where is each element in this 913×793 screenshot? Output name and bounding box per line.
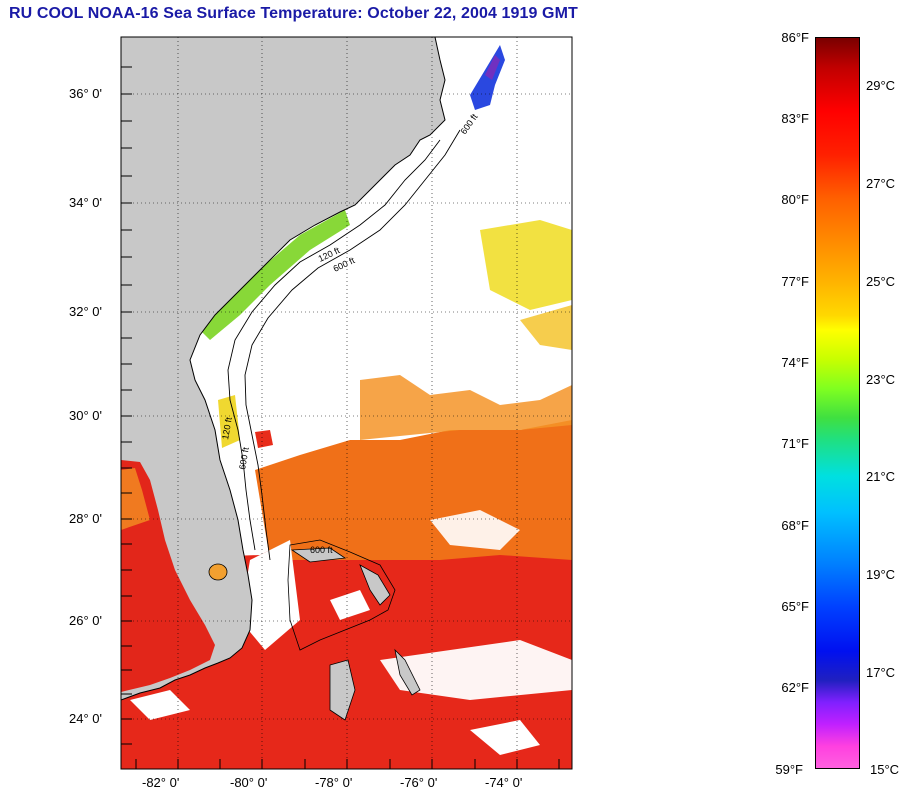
bahamas-abaco xyxy=(359,564,391,606)
lon-label: -80° 0' xyxy=(230,775,268,790)
colorbar-f-label: 68°F xyxy=(781,518,809,533)
colorbar-c-label: 15°C xyxy=(870,762,900,777)
bahamas-andros xyxy=(329,659,356,721)
colorbar-f-label: 80°F xyxy=(781,192,809,207)
green-coastal-band xyxy=(200,210,350,340)
colorbar-c-label: 25°C xyxy=(866,274,896,289)
colorbar-c-label: 23°C xyxy=(866,372,896,387)
contour-label: 120 ft xyxy=(220,416,234,440)
red-blob xyxy=(255,430,273,448)
contour-label: 600 ft xyxy=(237,446,251,470)
lon-label: -78° 0' xyxy=(315,775,353,790)
colorbar-c-label: 21°C xyxy=(866,469,896,484)
lat-label: 30° 0' xyxy=(69,408,102,423)
colorbar-f-label: 74°F xyxy=(781,355,809,370)
yellow-patch-east xyxy=(480,220,572,310)
cloud-gap-5 xyxy=(470,720,540,755)
bahamas-eleuthera xyxy=(394,648,421,696)
contour-120ft xyxy=(227,139,441,551)
colorbar-f-label: 62°F xyxy=(781,680,809,695)
colorbar-f-label: 59°F xyxy=(775,762,803,777)
contour-600ft xyxy=(244,129,461,561)
colorbar-f-label: 71°F xyxy=(781,436,809,451)
lat-label: 34° 0' xyxy=(69,195,102,210)
lon-label: -76° 0' xyxy=(400,775,438,790)
cloud-gap-6 xyxy=(130,690,190,720)
colorbar-c-label: 27°C xyxy=(866,176,896,191)
colorbar-c-label: 29°C xyxy=(866,78,896,93)
bahamas-grand xyxy=(290,547,347,563)
cloud-gap-4 xyxy=(330,590,370,620)
lon-label: -82° 0' xyxy=(142,775,180,790)
colorbar-f-label: 65°F xyxy=(781,599,809,614)
lat-label: 24° 0' xyxy=(69,711,102,726)
temperature-colorbar xyxy=(815,37,860,769)
colorbar-f-label: 77°F xyxy=(781,274,809,289)
contour-bahamas xyxy=(287,539,396,651)
lat-label: 32° 0' xyxy=(69,304,102,319)
cloud-gap-3 xyxy=(430,510,520,550)
colorbar-f-label: 86°F xyxy=(781,30,809,45)
lat-label: 36° 0' xyxy=(69,86,102,101)
contour-label: 600 ft xyxy=(310,545,333,555)
yellow-patch-east-2 xyxy=(520,305,572,350)
gulf-water-north xyxy=(121,468,150,530)
cloud-gap-1 xyxy=(240,540,300,650)
colorbar-c-label: 19°C xyxy=(866,567,896,582)
cloud-gap-2 xyxy=(380,640,572,700)
orange-patches-north xyxy=(360,375,572,440)
purple-patch-north xyxy=(485,55,500,80)
map-title: RU COOL NOAA-16 Sea Surface Temperature:… xyxy=(9,5,578,22)
lon-label: -74° 0' xyxy=(485,775,523,790)
yellow-patch-florida xyxy=(218,395,240,448)
colorbar-f-label: 83°F xyxy=(781,111,809,126)
axis-ticks xyxy=(121,66,560,769)
colorbar-c-label: 17°C xyxy=(866,665,896,680)
lat-label: 28° 0' xyxy=(69,511,102,526)
lake-okeechobee xyxy=(208,563,228,581)
lat-label: 26° 0' xyxy=(69,613,102,628)
